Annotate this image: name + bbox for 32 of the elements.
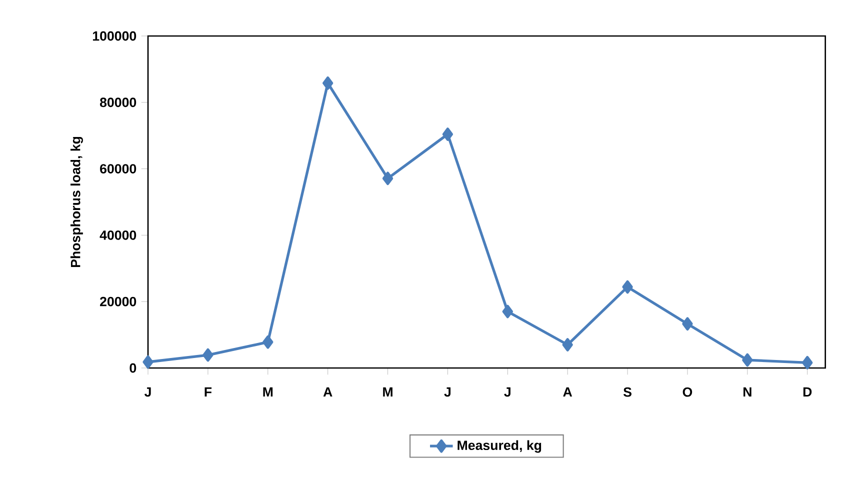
x-tick-label: J bbox=[504, 387, 510, 397]
x-tick-label: M bbox=[383, 387, 392, 397]
x-tick-label: A bbox=[563, 387, 572, 397]
x-tick-label: M bbox=[263, 387, 273, 397]
point bbox=[622, 280, 633, 294]
point bbox=[262, 335, 274, 349]
point bbox=[202, 348, 214, 362]
x-tick-label: O bbox=[682, 387, 692, 397]
x-tick-label: N bbox=[743, 387, 752, 397]
x-tick-label: J bbox=[144, 387, 151, 397]
y-tick-label: 40000 bbox=[100, 230, 136, 240]
x-tick-label: D bbox=[803, 387, 812, 397]
y-tick-label: 0 bbox=[130, 363, 136, 373]
x-tick-label: A bbox=[323, 387, 332, 397]
x-tick-label: F bbox=[204, 387, 212, 397]
y-tick-label: 100000 bbox=[92, 31, 136, 41]
y-tick-label: 80000 bbox=[100, 98, 136, 108]
y-tick-label: 20000 bbox=[100, 296, 136, 306]
y-axis-title: Phosphorus load, kg bbox=[70, 136, 83, 268]
point bbox=[382, 172, 394, 186]
point bbox=[442, 128, 454, 141]
point bbox=[802, 356, 813, 370]
x-tick-label: J bbox=[444, 387, 451, 397]
legend-label: Measured, kg bbox=[458, 440, 542, 453]
y-tick-label: 60000 bbox=[100, 164, 136, 174]
point bbox=[742, 353, 753, 367]
point bbox=[502, 304, 513, 318]
point bbox=[142, 355, 154, 369]
x-tick-label: S bbox=[623, 387, 632, 397]
point bbox=[322, 76, 334, 90]
point bbox=[562, 338, 573, 352]
point bbox=[682, 317, 693, 330]
